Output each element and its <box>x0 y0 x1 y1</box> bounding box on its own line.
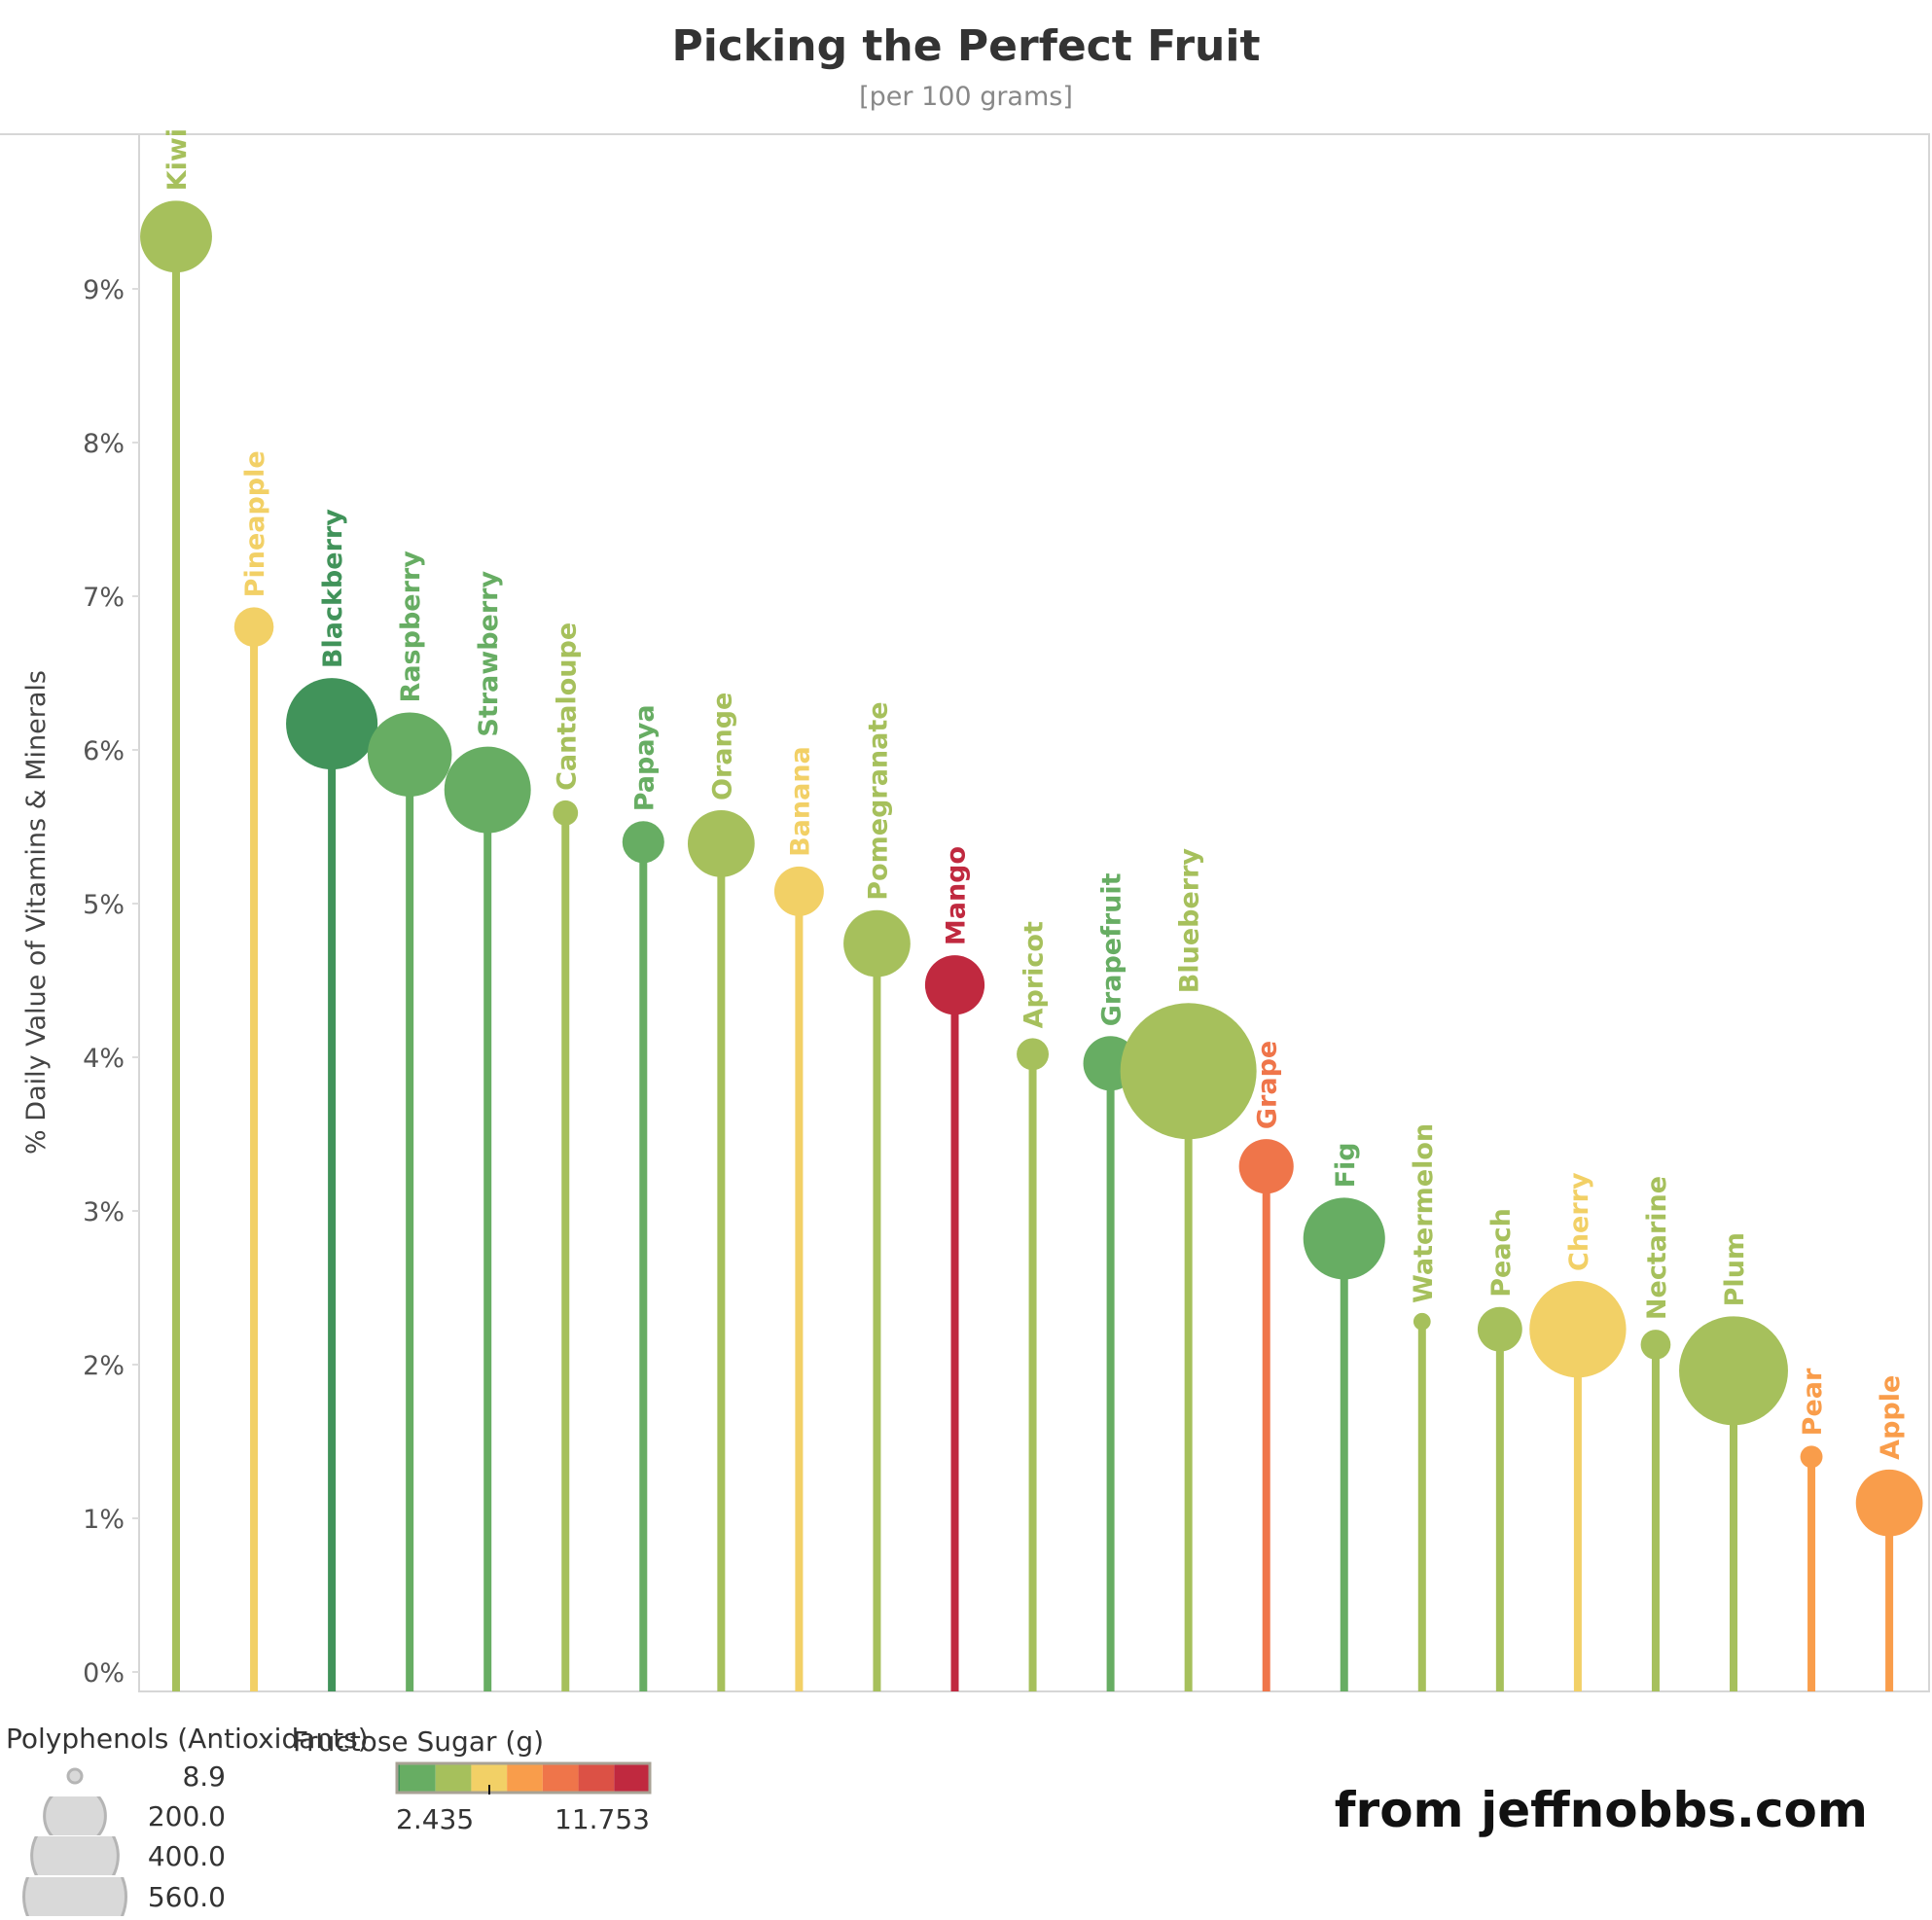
fruit-bubble <box>1477 1306 1522 1352</box>
fruit-label: Cherry <box>1564 1172 1594 1271</box>
fruit-bubble <box>444 746 531 834</box>
fruit-bubble <box>1303 1197 1385 1280</box>
chart-title: Picking the Perfect Fruit <box>672 21 1261 71</box>
fruit-bubble <box>1238 1139 1294 1194</box>
y-tick-label: 4% <box>83 1044 125 1074</box>
source-credit: from jeffnobbs.com <box>1335 1782 1868 1838</box>
y-tick-label: 1% <box>83 1505 125 1535</box>
size-legend-title: Polyphenols (Antioxidants) <box>6 1723 369 1755</box>
color-legend-swatch <box>435 1763 472 1793</box>
color-legend-border <box>395 1761 652 1795</box>
legend-size-circle <box>43 1796 107 1835</box>
fruit-label: Apple <box>1876 1375 1906 1460</box>
fruit-bubble <box>1413 1312 1431 1331</box>
fruit-label: Grapefruit <box>1097 872 1127 1026</box>
y-tick-label: 7% <box>83 583 125 613</box>
fruit-label: Papaya <box>629 704 660 811</box>
fruit-bubble <box>367 712 452 798</box>
fruit-label: Mango <box>942 846 972 945</box>
fruit-label: Grape <box>1253 1041 1283 1129</box>
fruit-bubble <box>1017 1038 1050 1071</box>
legend-size-circle <box>30 1836 120 1875</box>
y-tick-label: 9% <box>83 275 125 305</box>
color-legend-swatch <box>542 1763 579 1793</box>
fruit-label: Fig <box>1331 1142 1361 1188</box>
fruit-bubble <box>1855 1469 1923 1537</box>
fruit-bubble <box>233 607 274 647</box>
y-tick-label: 6% <box>83 736 125 766</box>
fruit-bubble <box>924 955 985 1015</box>
fruit-label: Orange <box>707 693 737 800</box>
fruit-bubble <box>1529 1280 1627 1378</box>
fruit-bubble <box>140 200 212 273</box>
fruit-bubble <box>687 810 755 877</box>
fruit-bubble <box>1800 1445 1823 1469</box>
legend-size-circle <box>66 1767 84 1785</box>
fruit-label: Pineapple <box>240 450 270 597</box>
fruit-marks: Kiwi Pineapple Blackberry Raspberry Strawber… <box>140 128 1923 1691</box>
fruit-label: Blueberry <box>1175 848 1205 994</box>
size-legend: Polyphenols (Antioxidants) 8.9 200.0 400.0… <box>6 1723 369 1916</box>
legend-size-circle <box>22 1877 127 1916</box>
fruit-label: Pear <box>1798 1368 1828 1436</box>
y-tick-label: 5% <box>83 890 125 920</box>
fruit-label: Pomegranate <box>863 701 893 900</box>
color-legend-swatch <box>400 1763 436 1793</box>
y-axis-label: % Daily Value of Vitamins & Minerals <box>21 670 52 1155</box>
legend-size-value: 200.0 <box>148 1800 226 1832</box>
fruit-label: Strawberry <box>474 571 504 737</box>
fruit-label: Raspberry <box>396 551 426 703</box>
chart-subtitle: [per 100 grams] <box>859 82 1073 112</box>
fruit-label: Nectarine <box>1642 1176 1672 1320</box>
fruit-bubble <box>773 866 824 916</box>
color-legend-max: 11.753 <box>555 1803 650 1835</box>
fruit-label: Apricot <box>1020 921 1050 1028</box>
fruit-label: Watermelon <box>1409 1123 1439 1303</box>
fruit-bubble <box>1640 1330 1671 1360</box>
fruit-label: Peach <box>1486 1208 1517 1298</box>
legend-size-value: 8.9 <box>182 1760 226 1793</box>
fruit-label: Blackberry <box>318 509 348 668</box>
color-legend-swatch <box>614 1763 650 1793</box>
color-legend-swatch <box>507 1763 543 1793</box>
fruit-bubble <box>1679 1316 1788 1426</box>
color-legend: Fructose Sugar (g) 2.435 11.753 <box>293 1725 652 1835</box>
color-legend-title: Fructose Sugar (g) <box>293 1725 544 1758</box>
fruit-bubble <box>286 678 378 770</box>
fruit-bubble <box>622 821 664 864</box>
fruit-label: Cantaloupe <box>552 622 582 791</box>
y-tick-label: 0% <box>83 1658 125 1689</box>
fruit-label: Plum <box>1720 1232 1750 1306</box>
y-tick-label: 8% <box>83 429 125 459</box>
fruit-label: Banana <box>785 746 815 857</box>
legend-size-value: 400.0 <box>148 1840 226 1872</box>
y-tick-label: 2% <box>83 1351 125 1381</box>
y-axis-ticks: 0% 1% 2% 3% 4% 5% 6% 7% 8% 9% <box>83 275 139 1689</box>
color-legend-swatch <box>578 1763 615 1793</box>
fruit-bubble <box>843 909 911 978</box>
fruit-bubble <box>1120 1003 1257 1140</box>
legend-size-value: 560.0 <box>148 1881 226 1913</box>
fruit-bubble <box>553 800 579 826</box>
y-tick-label: 3% <box>83 1197 125 1227</box>
fruit-label: Kiwi <box>162 128 193 191</box>
color-legend-min: 2.435 <box>396 1803 474 1835</box>
